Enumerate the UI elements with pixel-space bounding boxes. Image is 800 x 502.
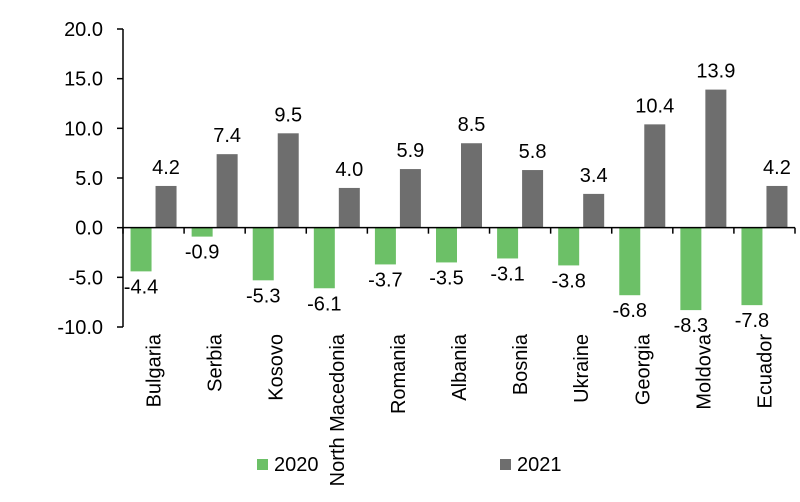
bar-2020-georgia (619, 227, 641, 296)
category-label: Moldova (693, 333, 715, 409)
bar-2020-albania (436, 227, 457, 263)
bar-2020-bosnia (497, 227, 519, 259)
bar-2020-serbia (191, 227, 213, 237)
y-tick-label: 5.0 (75, 168, 103, 190)
data-label: 7.4 (213, 125, 241, 147)
bar-2020-kosovo (252, 227, 274, 281)
data-label: -4.4 (124, 276, 158, 298)
bars (130, 89, 788, 311)
category-label: Bulgaria (144, 333, 166, 407)
category-label: Georgia (632, 333, 654, 405)
bar-2021-north-macedonia (338, 187, 360, 228)
data-label: 5.8 (519, 141, 547, 163)
category-label: Romania (388, 333, 410, 414)
legend: 2020 2021 (257, 454, 562, 476)
category-label: North Macedonia (327, 333, 349, 486)
bar-2021-romania (399, 169, 421, 228)
data-label: -8.3 (674, 315, 708, 337)
legend-swatch-2021 (500, 459, 511, 470)
data-label: -6.8 (613, 300, 647, 322)
data-label: 4.0 (335, 159, 363, 181)
bar-2021-ukraine (583, 193, 605, 228)
legend-label-2020: 2020 (274, 454, 319, 476)
data-label: -6.1 (307, 293, 341, 315)
bar-2020-bulgaria (130, 227, 152, 272)
data-label: -3.8 (551, 270, 585, 292)
bar-2021-albania (461, 143, 482, 228)
bar-2020-ukraine (558, 227, 580, 266)
y-tick-label: 0.0 (75, 218, 103, 240)
category-label: Bosnia (510, 333, 532, 395)
bar-2020-ecuador (741, 227, 763, 306)
y-axis: 20.0 15.0 10.0 5.0 0.0 -5.0 -10.0 (57, 19, 124, 339)
category-label: Ecuador (754, 334, 776, 409)
bar-2021-serbia (216, 154, 238, 228)
data-label: 5.9 (397, 140, 425, 162)
y-tick-label: 10.0 (64, 118, 103, 140)
data-label: -7.8 (735, 310, 769, 332)
y-tick-label: 20.0 (64, 19, 103, 41)
data-label: -5.3 (246, 285, 280, 307)
data-labels: -4.4 -0.9 -5.3 -6.1 -3.7 -3.5 -3.1 -3.8 -6.8 -8.3… (124, 61, 791, 338)
data-label: 9.5 (274, 104, 302, 126)
bar-2020-moldova (680, 227, 702, 311)
data-label: -3.1 (490, 263, 524, 285)
category-labels: Bulgaria Serbia Kosovo North Macedonia Roman… (144, 333, 777, 486)
y-tick-label: -10.0 (57, 317, 103, 339)
y-tick-label: 15.0 (64, 69, 103, 91)
data-label: 4.2 (152, 157, 180, 179)
data-label: 3.4 (580, 165, 608, 187)
category-label: Albania (449, 333, 471, 401)
bar-2021-kosovo (277, 133, 299, 228)
bar-2021-bosnia (522, 170, 544, 228)
bar-2021-ecuador (766, 185, 788, 228)
category-label: Kosovo (266, 334, 288, 401)
data-label: -3.7 (368, 269, 402, 291)
category-label: Ukraine (571, 334, 593, 403)
y-tick-label: -5.0 (69, 267, 103, 289)
bar-2021-georgia (644, 124, 666, 228)
bar-2020-romania (374, 227, 396, 265)
bar-2021-bulgaria (155, 185, 177, 228)
category-label: Serbia (205, 333, 227, 392)
data-label: 10.4 (635, 95, 674, 117)
legend-label-2021: 2021 (517, 454, 562, 476)
x-axis (122, 226, 796, 234)
data-label: -0.9 (185, 242, 219, 264)
data-label: 4.2 (763, 157, 791, 179)
data-label: -3.5 (429, 267, 463, 289)
bar-2020-north-macedonia (313, 227, 335, 289)
data-label: 8.5 (458, 114, 486, 136)
bar-2021-moldova (705, 89, 727, 228)
data-label: 13.9 (696, 61, 735, 83)
legend-swatch-2020 (257, 459, 268, 470)
